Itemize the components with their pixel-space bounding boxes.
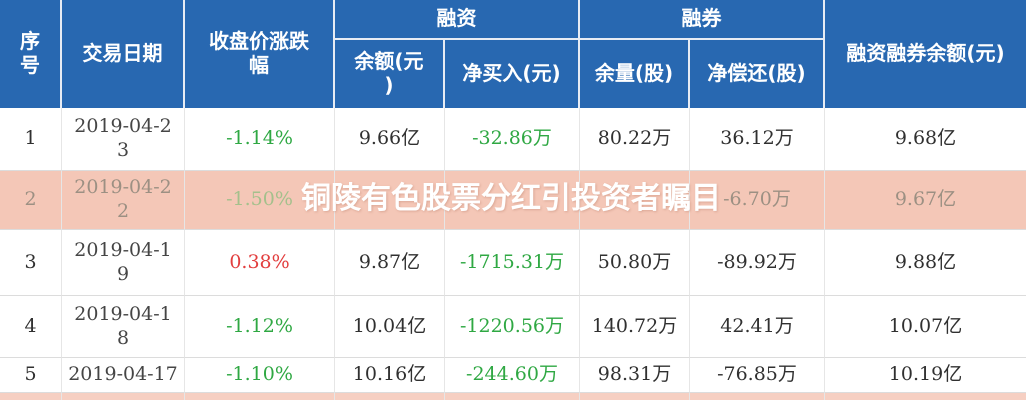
col-group-securities: 融券 <box>580 0 825 38</box>
cutoff-row-strip <box>0 393 1026 400</box>
col-header-net-buy: 净买入(元) <box>445 38 580 108</box>
table-row-highlighted: 2 2019-04-2 2 -1.50% -6.70万 9.67亿 <box>0 171 1026 230</box>
cell-seq: 4 <box>0 296 62 358</box>
col-header-volume: 余量(股) <box>580 38 690 108</box>
cell-balance: 10.16亿 <box>335 358 445 393</box>
cell-net-repay: -76.85万 <box>690 358 825 393</box>
cell-date: 2019-04-2 2 <box>62 171 185 230</box>
cell-seq: 3 <box>0 230 62 296</box>
cell-volume: 140.72万 <box>580 296 690 358</box>
cell-seq: 2 <box>0 171 62 230</box>
cell-net-repay: 36.12万 <box>690 108 825 171</box>
cell-volume: 98.31万 <box>580 358 690 393</box>
col-header-net-repay: 净偿还(股) <box>690 38 825 108</box>
cell-date: 2019-04-1 8 <box>62 296 185 358</box>
cell-volume: 80.22万 <box>580 108 690 171</box>
cell-change: -1.14% <box>185 108 335 171</box>
cell-balance: 9.87亿 <box>335 230 445 296</box>
col-header-total-balance: 融资融券余额(元) <box>846 41 1005 66</box>
col-header-seq: 序 号 <box>0 0 62 108</box>
col-header-date: 交易日期 <box>62 0 185 108</box>
cell-volume: 50.80万 <box>580 230 690 296</box>
cell-total: 9.68亿 <box>825 108 1026 171</box>
cell-date: 2019-04-2 3 <box>62 108 185 171</box>
cell-total: 9.67亿 <box>825 171 1026 230</box>
cell-total: 9.88亿 <box>825 230 1026 296</box>
cell-change: -1.10% <box>185 358 335 393</box>
cell-balance: 10.04亿 <box>335 296 445 358</box>
cell-net-buy <box>445 171 580 230</box>
cell-net-buy: -1220.56万 <box>445 296 580 358</box>
cell-net-buy: -1715.31万 <box>445 230 580 296</box>
table-row: 1 2019-04-2 3 -1.14% 9.66亿 -32.86万 80.22… <box>0 108 1026 171</box>
cell-net-buy: -32.86万 <box>445 108 580 171</box>
overlay-headline: 铜陵有色股票分红引投资者瞩目 <box>301 181 721 216</box>
cell-seq: 5 <box>0 358 62 393</box>
cell-net-buy: -244.60万 <box>445 358 580 393</box>
col-header-change: 收盘价涨跌 幅 <box>185 0 335 108</box>
cell-total: 10.19亿 <box>825 358 1026 393</box>
cell-change: 0.38% <box>185 230 335 296</box>
cell-net-repay: 42.41万 <box>690 296 825 358</box>
cell-total: 10.07亿 <box>825 296 1026 358</box>
cell-net-repay: -89.92万 <box>690 230 825 296</box>
table-row: 4 2019-04-1 8 -1.12% 10.04亿 -1220.56万 14… <box>0 296 1026 358</box>
cell-seq: 1 <box>0 108 62 171</box>
cell-volume <box>580 171 690 230</box>
cell-change: -1.50% <box>185 171 335 230</box>
cell-date: 2019-04-1 9 <box>62 230 185 296</box>
cell-change: -1.12% <box>185 296 335 358</box>
cell-balance <box>335 171 445 230</box>
col-header-financing-balance: 余额(元 ) <box>335 38 445 108</box>
col-group-financing: 融资 <box>335 0 580 38</box>
table-row: 3 2019-04-1 9 0.38% 9.87亿 -1715.31万 50.8… <box>0 230 1026 296</box>
table-header: 序 号 交易日期 收盘价涨跌 幅 融资 融券 融资融券余额(元) 余额(元 ) … <box>0 0 1026 108</box>
cell-net-repay: -6.70万 <box>690 171 825 230</box>
table-row: 5 2019-04-17 -1.10% 10.16亿 -244.60万 98.3… <box>0 358 1026 393</box>
cell-balance: 9.66亿 <box>335 108 445 171</box>
cell-date: 2019-04-17 <box>62 358 185 393</box>
